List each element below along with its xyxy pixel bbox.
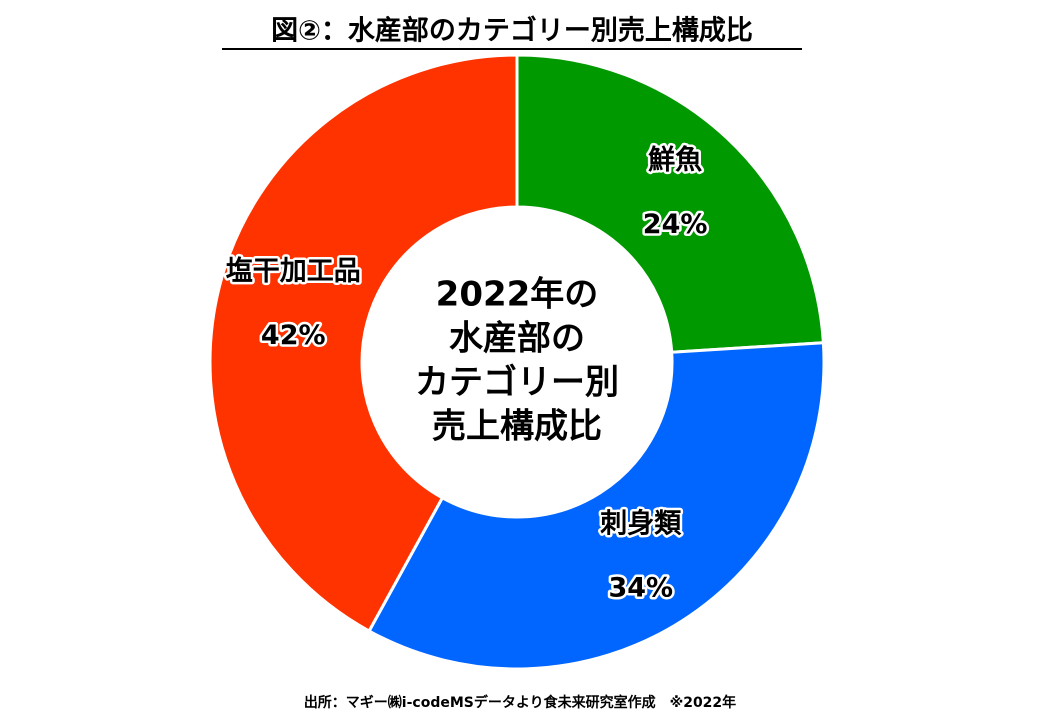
- category-label: 刺身類: [600, 508, 682, 540]
- center-text: カテゴリー別: [415, 363, 619, 403]
- center-text: 売上構成比: [432, 407, 602, 447]
- center-text: 水産部の: [449, 319, 585, 359]
- chart-title: 図②：水産部のカテゴリー別売上構成比: [271, 15, 753, 47]
- donut-slice: [515, 53, 825, 354]
- donut-slice: [367, 341, 826, 671]
- category-label: 塩干加工品: [226, 256, 361, 287]
- value-label: 34%: [608, 573, 673, 604]
- value-label: 24%: [643, 209, 708, 240]
- category-label: 鮮魚: [648, 144, 702, 176]
- value-label: 42%: [261, 320, 326, 351]
- donut-slice: [208, 53, 519, 634]
- center-text: 2022年の: [436, 275, 599, 315]
- source-note: 出所：マギー㈱i-codeMSデータより食未来研究室作成 ※2022年: [304, 694, 736, 711]
